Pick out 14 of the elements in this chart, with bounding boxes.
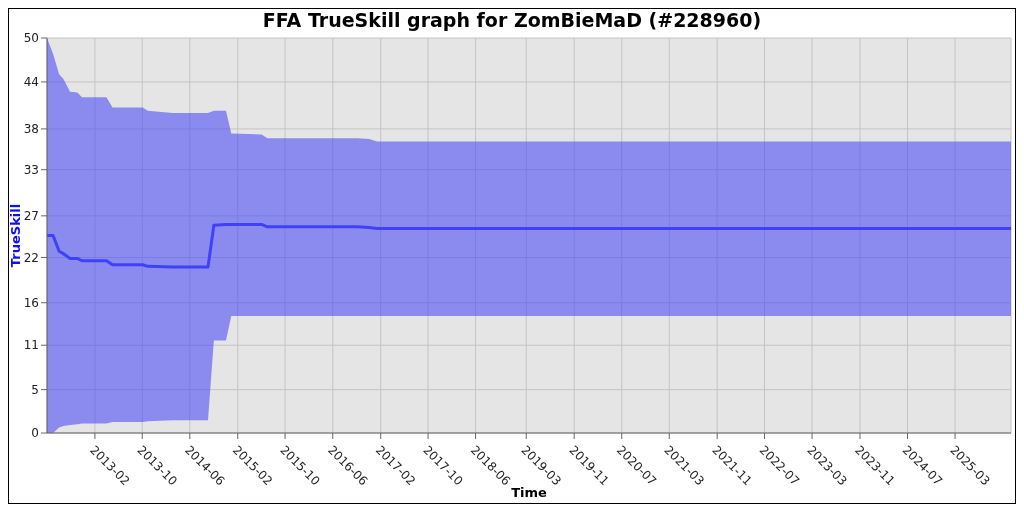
y-tick-label: 50 (23, 31, 39, 46)
y-tick-label: 0 (31, 426, 39, 441)
line-series (47, 222, 1011, 269)
y-tick-label: 44 (23, 75, 39, 90)
y-tick-label: 27 (23, 209, 39, 224)
y-tick-label: 5 (31, 382, 39, 397)
y-tick-label: 33 (23, 162, 39, 177)
y-tick-label: 11 (23, 338, 39, 353)
y-axis-title: TrueSkill (7, 203, 23, 268)
x-axis-title: Time (511, 485, 548, 500)
y-tick-label: 16 (23, 295, 39, 310)
y-tick-label: 22 (23, 250, 39, 265)
chart-title: FFA TrueSkill graph for ZomBieMaD (#228960) (261, 9, 763, 31)
y-tick-label: 38 (23, 122, 39, 137)
